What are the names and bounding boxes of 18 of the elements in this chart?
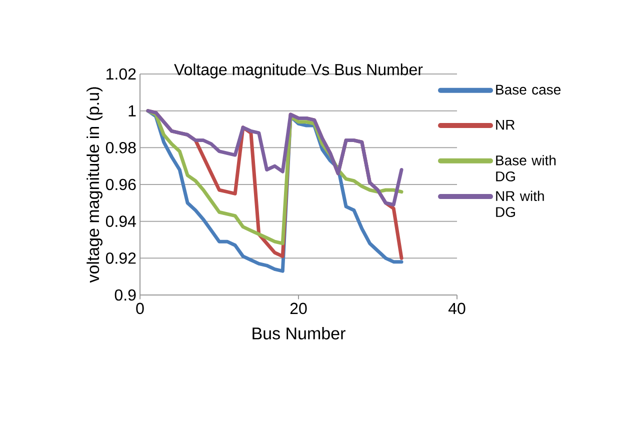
y-tick-label: 0.92 [106, 252, 136, 264]
y-tick-label: 0.96 [106, 178, 136, 190]
line-series [146, 109, 404, 206]
y-axis-title: voltage magnitude in (p.u) [86, 87, 102, 283]
chart-title: Voltage magnitude Vs Bus Number [174, 64, 423, 78]
legend-label: NR with DG [496, 190, 544, 218]
y-tick-label: 0.94 [106, 216, 136, 227]
legend-label: Base with DG [496, 155, 556, 182]
y-tick-label: 0.98 [106, 142, 136, 154]
x-tick-label: 40 [448, 302, 466, 314]
y-tick-label: 0.9 [114, 289, 136, 301]
legend-label: Base case [496, 84, 561, 95]
x-tick-label: 0 [136, 302, 144, 314]
y-tick-label: 1 [128, 105, 136, 116]
x-tick-label: 20 [290, 302, 307, 314]
legend-label: NR [496, 120, 515, 130]
x-axis-title: Bus Number [252, 326, 346, 340]
y-tick-label: 1.02 [106, 68, 136, 80]
